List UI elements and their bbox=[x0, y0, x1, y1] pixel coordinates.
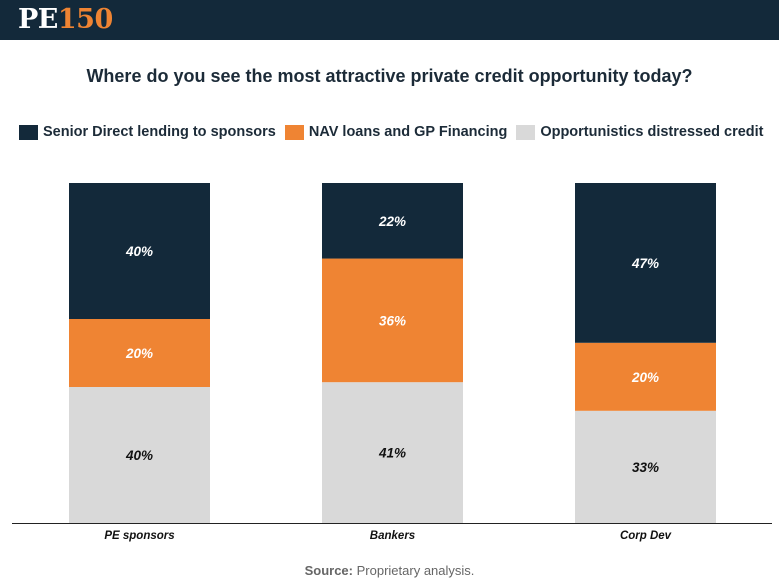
legend-label-nav: NAV loans and GP Financing bbox=[308, 124, 508, 140]
header-bar: PE150 bbox=[0, 0, 779, 40]
legend-swatch-senior bbox=[19, 124, 38, 140]
bar-pe-sponsors-senior-direct-lending-to-sponsors bbox=[69, 183, 210, 319]
data-label-corp-dev-senior-direct-lending-to-sponsors: 47% bbox=[631, 256, 659, 271]
data-label-bankers-senior-direct-lending-to-sponsors: 22% bbox=[378, 214, 406, 229]
legend-item-senior: Senior Direct lending to sponsors bbox=[19, 124, 276, 140]
legend-swatch-opportunistic bbox=[516, 124, 536, 140]
chart-legend: Senior Direct lending to sponsors NAV lo… bbox=[19, 122, 779, 142]
bar-corp-dev-opportunistics-distressed-credit bbox=[575, 410, 716, 523]
legend-item-opportunistic: Opportunistics distressed credit bbox=[516, 124, 764, 140]
source-note: Source: Proprietary analysis. bbox=[304, 563, 475, 578]
bar-bankers-senior-direct-lending-to-sponsors bbox=[322, 183, 463, 259]
legend-label-opportunistic: Opportunistics distressed credit bbox=[540, 124, 764, 140]
bar-corp-dev-nav-loans-and-gp-financing bbox=[575, 342, 716, 411]
bar-corp-dev-senior-direct-lending-to-sponsors bbox=[575, 183, 716, 343]
legend-swatch-nav bbox=[284, 124, 304, 140]
x-tick-label-pe-sponsors: PE sponsors bbox=[104, 530, 174, 542]
legend-label-senior: Senior Direct lending to sponsors bbox=[43, 124, 276, 140]
data-label-corp-dev-opportunistics-distressed-credit: 33% bbox=[632, 460, 659, 475]
data-label-bankers-nav-loans-and-gp-financing: 36% bbox=[379, 313, 406, 328]
bar-pe-sponsors-opportunistics-distressed-credit bbox=[69, 387, 210, 523]
data-label-bankers-opportunistics-distressed-credit: 41% bbox=[378, 446, 406, 461]
pe150-logo: PE150 bbox=[18, 4, 113, 35]
data-label-corp-dev-nav-loans-and-gp-financing: 20% bbox=[631, 370, 659, 385]
bar-pe-sponsors-nav-loans-and-gp-financing bbox=[69, 319, 210, 387]
data-label-pe-sponsors-nav-loans-and-gp-financing: 20% bbox=[125, 346, 153, 361]
bar-bankers-nav-loans-and-gp-financing bbox=[322, 258, 463, 383]
chart-title: Where do you see the most attractive pri… bbox=[86, 66, 693, 86]
stacked-bar-chart: 40% 20% 40% PE sponsors 41% 36% 22% Bankers 33% 2… bbox=[12, 183, 772, 542]
bar-bankers-opportunistics-distressed-credit bbox=[322, 382, 463, 523]
data-label-pe-sponsors-senior-direct-lending-to-sponsors: 40% bbox=[125, 244, 153, 259]
x-tick-label-bankers: Bankers bbox=[370, 530, 415, 542]
data-label-pe-sponsors-opportunistics-distressed-credit: 40% bbox=[125, 448, 153, 463]
legend-item-nav: NAV loans and GP Financing bbox=[284, 124, 508, 140]
x-tick-label-corp-dev: Corp Dev bbox=[620, 530, 672, 542]
